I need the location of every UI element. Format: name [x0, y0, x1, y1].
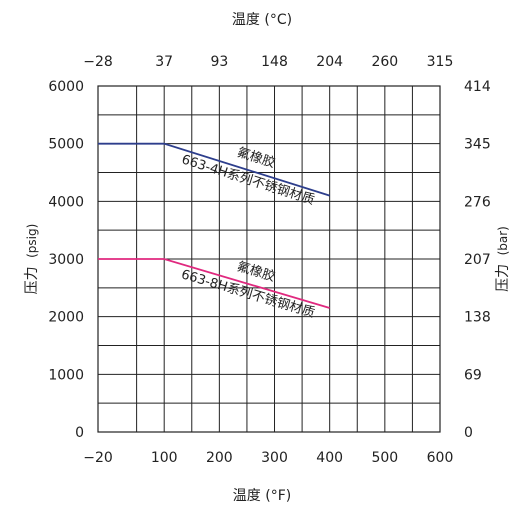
- y-right-tick-label: 276: [464, 194, 491, 210]
- right-y-axis-title-main: 压力: [495, 264, 511, 292]
- x-top-tick-label: 315: [427, 54, 454, 70]
- bottom-x-axis-title: 温度 (°F): [233, 488, 291, 504]
- y-tick-label: 6000: [48, 79, 84, 95]
- x-tick-label: 400: [316, 450, 343, 466]
- series-2-line: [98, 258, 330, 309]
- series-lines: [98, 142, 330, 309]
- x-top-tick-label: 204: [316, 54, 343, 70]
- x-top-tick-label: −28: [83, 54, 113, 70]
- y-tick-label: 0: [75, 425, 84, 441]
- x-tick-label: 100: [151, 450, 178, 466]
- x-top-tick-label: 148: [261, 54, 288, 70]
- series-1-line: [98, 142, 330, 197]
- left-y-axis-title: 压力 (psig): [24, 224, 40, 295]
- y-right-tick-label: 414: [464, 79, 491, 95]
- y-tick-label: 3000: [48, 252, 84, 268]
- tick-labels: −20 100 200 300 400 500 600 −28 37 93 148 204 260 315…: [48, 54, 490, 466]
- x-top-tick-label: 260: [371, 54, 398, 70]
- x-tick-label: 300: [261, 450, 288, 466]
- y-right-tick-label: 138: [464, 310, 491, 326]
- left-y-axis-title-unit: (psig): [25, 224, 39, 258]
- x-tick-label: −20: [83, 450, 113, 466]
- y-tick-label: 1000: [48, 367, 84, 383]
- y-right-tick-label: 345: [464, 137, 491, 153]
- left-y-axis-title-main: 压力: [24, 266, 40, 294]
- y-tick-label: 2000: [48, 310, 84, 326]
- right-y-axis-title: 压力 (bar): [495, 226, 511, 292]
- x-tick-label: 600: [427, 450, 454, 466]
- y-tick-label: 5000: [48, 137, 84, 153]
- x-tick-label: 500: [371, 450, 398, 466]
- top-x-axis-title: 温度 (°C): [232, 12, 292, 28]
- x-tick-label: 200: [206, 450, 233, 466]
- right-y-axis-title-unit: (bar): [496, 226, 510, 255]
- y-right-tick-label: 0: [464, 425, 473, 441]
- y-tick-label: 4000: [48, 194, 84, 210]
- x-top-tick-label: 93: [210, 54, 228, 70]
- y-right-tick-label: 69: [464, 367, 482, 383]
- x-top-tick-label: 37: [155, 54, 173, 70]
- y-right-tick-label: 207: [464, 252, 491, 268]
